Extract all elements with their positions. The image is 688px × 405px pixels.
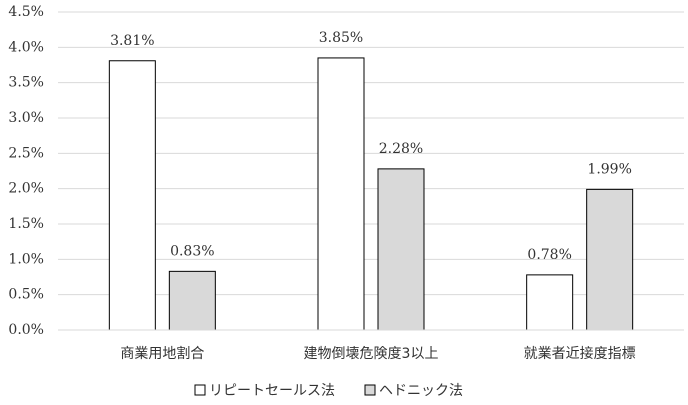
y-tick-label: 1.5% [8,216,44,232]
value-label: 0.83% [170,243,214,259]
y-tick-label: 3.5% [8,75,44,91]
x-tick-label: 就業者近接度指標 [524,345,636,362]
value-label: 2.28% [379,141,423,157]
bar [168,270,216,331]
y-tick-label: 0.5% [8,287,44,303]
value-label: 3.85% [319,30,363,46]
bar [586,188,634,331]
legend-swatch [194,384,206,396]
y-tick-label: 4.0% [8,39,44,55]
bar [526,274,574,331]
value-label: 0.78% [527,247,571,263]
y-tick-label: 2.5% [8,145,44,161]
bar [377,168,425,331]
legend-swatch [364,384,376,396]
bar [317,57,365,331]
legend-label: リピートセールス法 [209,383,335,399]
y-tick-label: 0.0% [8,322,44,338]
legend-label: ヘドニック法 [379,383,463,399]
y-tick-label: 3.0% [8,110,44,126]
value-label: 3.81% [110,33,154,49]
x-tick-label: 商業用地割合 [120,345,204,362]
y-tick-label: 2.0% [8,181,44,197]
value-label: 1.99% [587,161,631,177]
x-tick-label: 建物倒壊危険度3以上 [304,346,439,362]
y-tick-label: 4.5% [8,4,44,20]
bar [108,60,156,331]
y-tick-label: 1.0% [8,251,44,267]
